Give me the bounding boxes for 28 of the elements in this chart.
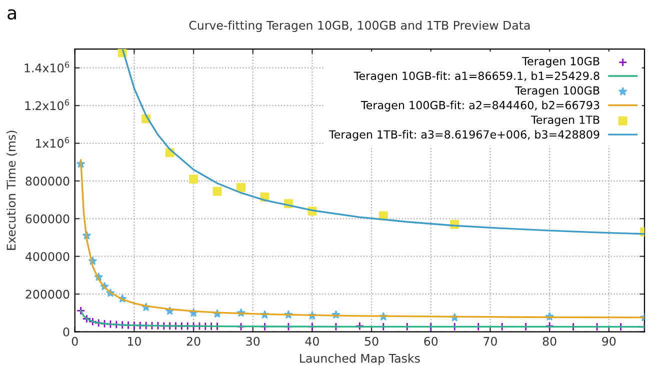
y-tick-label: 400000 (26, 252, 70, 262)
x-tick-label: 60 (424, 336, 438, 346)
x-tick-label: 30 (246, 336, 260, 346)
legend-label: Teragen 1TB (530, 116, 600, 126)
y-tick-label: 600000 (26, 214, 70, 224)
x-tick-label: 90 (602, 336, 616, 346)
y-tick-label: 200000 (26, 290, 70, 299)
x-tick-label: 50 (364, 336, 378, 346)
legend-label: Teragen 10GB-fit: a1=86659.1, b1=25429.8 (354, 71, 600, 82)
legend-label: Teragen 100GB-fit: a2=844460, b2=66793 (360, 100, 600, 112)
chart-title: Curve-fitting Teragen 10GB, 100GB and 1TB Preview Data (189, 20, 530, 32)
y-tick-label: 1x10$^{6}$ (36, 137, 70, 148)
x-axis-title: Launched Map Tasks (300, 354, 420, 366)
legend-label: Teragen 100GB (514, 86, 600, 97)
legend-label: Teragen 1TB-fit: a3=8.61967e+006, b3=428809 (328, 130, 600, 141)
x-tick-label: 20 (186, 336, 200, 346)
y-tick-label: 1.4x10$^{6}$ (24, 62, 70, 72)
x-tick-label: 80 (542, 336, 556, 346)
y-tick-label: 0 (63, 327, 70, 336)
x-tick-label: 40 (305, 336, 319, 346)
x-tick-label: 10 (128, 336, 141, 346)
y-tick-label: 1.2x10$^{6}$ (25, 99, 70, 110)
y-axis-title: Execution Time (ms) (6, 130, 18, 250)
legend-label: Teragen 10GB (522, 56, 600, 68)
x-tick-label: 0 (72, 336, 78, 346)
text: a (8, 9, 16, 20)
y-tick-label: 800000 (26, 176, 70, 186)
x-tick-label: 70 (484, 336, 497, 346)
